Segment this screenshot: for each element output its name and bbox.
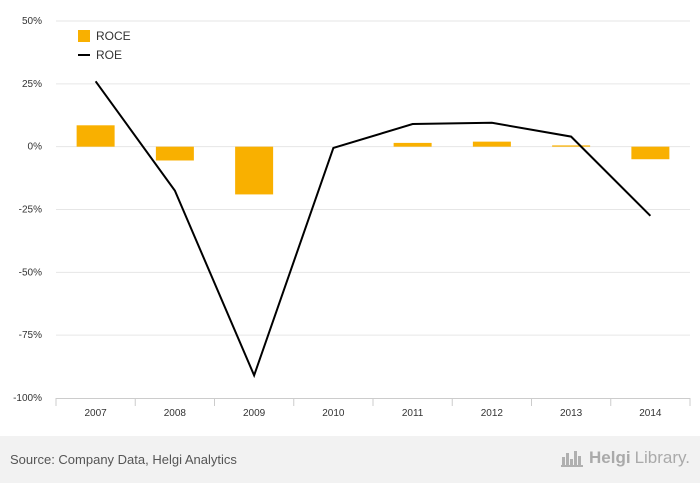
brand-logo: Helgi Library. bbox=[561, 448, 690, 468]
y-axis: 50% 25% 0% -25% -50% -75% -100% bbox=[13, 16, 42, 404]
y-tick-label: 0% bbox=[28, 142, 43, 153]
x-axis: 2007 2008 2009 2010 2011 2012 2013 2014 bbox=[55, 398, 691, 419]
y-tick-label: 50% bbox=[22, 16, 42, 27]
roce-bar bbox=[552, 145, 591, 147]
gridlines bbox=[56, 20, 690, 336]
x-tick-label: 2007 bbox=[85, 408, 108, 419]
roce-bar bbox=[631, 146, 670, 160]
legend-label-roce: ROCE bbox=[96, 29, 131, 43]
y-tick-label: -25% bbox=[19, 205, 42, 216]
x-tick-label: 2008 bbox=[164, 408, 187, 419]
roce-bar bbox=[155, 146, 194, 161]
city-skyline-icon bbox=[561, 451, 583, 467]
brand-name-light: Library. bbox=[634, 448, 690, 467]
y-tick-label: 25% bbox=[22, 79, 42, 90]
x-tick-label: 2011 bbox=[402, 408, 424, 419]
x-tick-label: 2013 bbox=[560, 408, 583, 419]
legend-swatch-roce bbox=[78, 30, 90, 42]
legend-label-roe: ROE bbox=[96, 48, 122, 62]
x-tick-label: 2014 bbox=[639, 408, 662, 419]
x-tick-label: 2012 bbox=[481, 408, 504, 419]
roce-bar bbox=[76, 125, 115, 147]
x-tick-label: 2010 bbox=[322, 408, 345, 419]
roe-line bbox=[94, 80, 652, 379]
roce-bar bbox=[235, 146, 274, 195]
chart: 50%25%0%-25%-50%-75%-100% 2007 2008 2009 20… bbox=[13, 16, 691, 419]
y-tick-label: -100% bbox=[13, 393, 42, 404]
roe-series-line bbox=[94, 80, 652, 379]
x-tick-label: 2009 bbox=[243, 408, 266, 419]
brand-name-bold: Helgi bbox=[589, 448, 631, 467]
roce-bars bbox=[76, 125, 670, 195]
roce-bar bbox=[472, 141, 511, 147]
roce-bar bbox=[393, 142, 432, 147]
source-note: Source: Company Data, Helgi Analytics bbox=[10, 452, 237, 467]
y-tick-label: -50% bbox=[19, 267, 42, 278]
y-tick-label: -75% bbox=[19, 330, 42, 341]
footer: Source: Company Data, Helgi Analytics He… bbox=[0, 436, 700, 483]
legend: ROCE ROE bbox=[78, 29, 131, 62]
